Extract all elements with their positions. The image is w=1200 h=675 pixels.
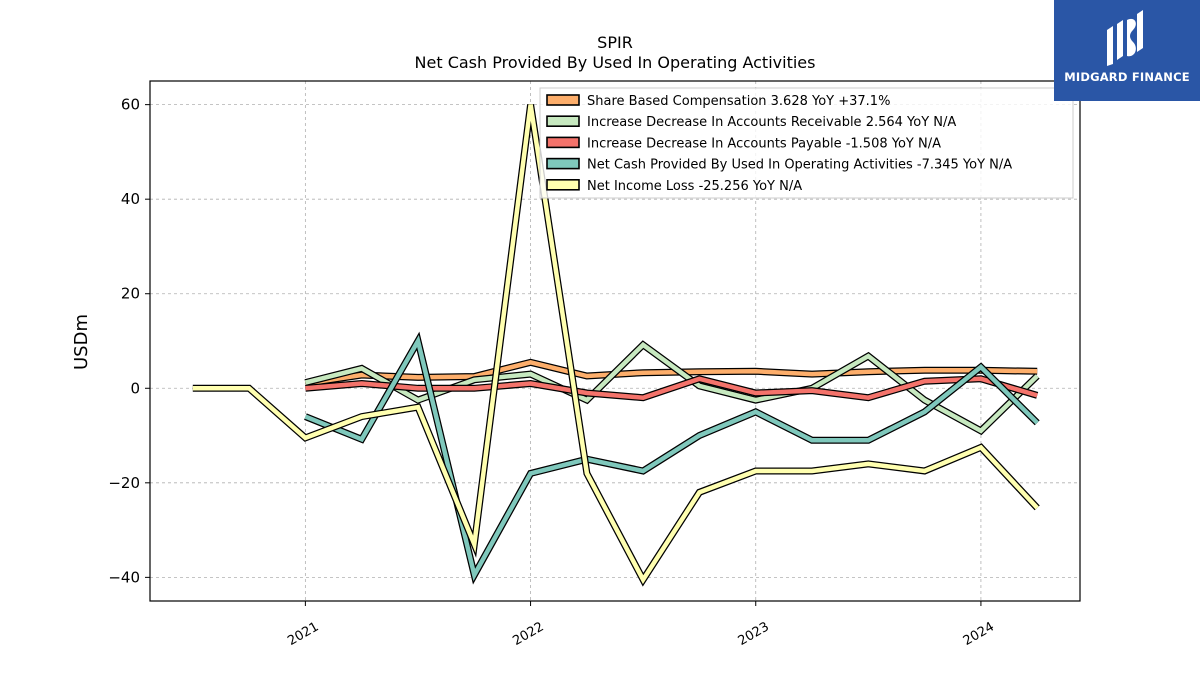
legend-label: Increase Decrease In Accounts Receivable… (587, 115, 956, 130)
y-tick-label: −20 (108, 474, 140, 492)
legend-swatch (546, 94, 580, 106)
legend-swatch (546, 157, 580, 170)
x-tick-label: 2023 (736, 619, 772, 649)
x-tick-label: 2024 (961, 619, 997, 649)
y-axis-ticks: 60 40 20 0 −20 −40 (108, 96, 150, 586)
legend-label: Increase Decrease In Accounts Payable -1… (587, 136, 941, 151)
plot-frame (149, 80, 1081, 602)
legend-label: Net Income Loss -25.256 YoY N/A (587, 179, 802, 194)
midgard-logo-icon (1107, 10, 1143, 66)
legend-box (539, 87, 1074, 199)
chart-title: SPIR (597, 33, 633, 52)
legend-label: Share Based Compensation 3.628 YoY +37.1… (587, 94, 890, 109)
logo-text: MIDGARD FINANCE (1064, 70, 1190, 84)
y-tick-label: −40 (108, 568, 140, 586)
grid (150, 81, 1080, 601)
legend-swatch (546, 136, 580, 149)
y-tick-label: 40 (121, 190, 140, 208)
midgard-finance-logo: MIDGARD FINANCE (1054, 0, 1200, 101)
chart-subtitle: Net Cash Provided By Used In Operating A… (415, 53, 816, 72)
y-tick-label: 60 (121, 96, 140, 114)
x-tick-label: 2022 (510, 619, 546, 649)
legend: Share Based Compensation 3.628 YoY +37.1… (539, 87, 1074, 199)
y-axis-label: USDm (71, 314, 92, 370)
y-tick-label: 20 (121, 285, 140, 303)
y-tick-label: 0 (130, 379, 140, 397)
legend-label: Net Cash Provided By Used In Operating A… (587, 158, 1012, 173)
x-tick-label: 2021 (285, 619, 321, 649)
x-axis-ticks: 2021 2022 2023 2024 (285, 601, 997, 649)
legend-swatch (546, 179, 580, 191)
series-lines (192, 104, 1040, 587)
legend-swatch (546, 115, 580, 127)
series-line (304, 334, 1039, 582)
series-line (192, 104, 1039, 585)
series-line (304, 341, 1039, 434)
